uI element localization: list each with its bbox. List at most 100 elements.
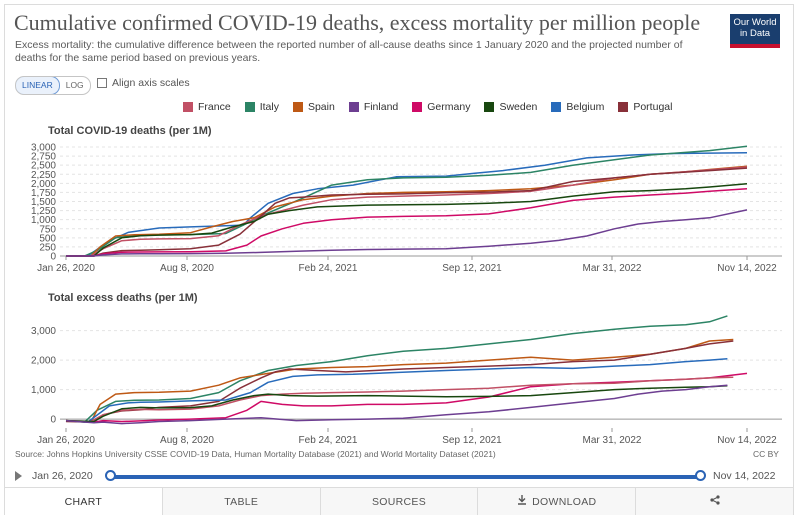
x-tick-label: Jan 26, 2020 [37,263,95,274]
timeline-end-handle[interactable] [695,470,706,481]
legend-swatch [412,102,423,112]
legend-item-italy[interactable]: Italy [244,101,279,113]
y-tick-label: 1,500 [31,197,56,208]
y-tick-label: 1,000 [31,215,56,226]
legend-swatch [183,102,193,112]
align-axis-scales[interactable]: Align axis scales [97,77,190,89]
owid-logo[interactable]: Our World in Data [730,14,780,44]
x-tick-label: Mar 31, 2022 [583,435,642,446]
y-tick-label: 2,500 [31,161,56,172]
source-note: Source: Johns Hopkins University CSSE CO… [15,449,496,459]
x-tick-label: Nov 14, 2022 [717,435,777,446]
panel-title-excess-deaths: Total excess deaths (per 1M) [48,292,198,304]
y-tick-label: 2,750 [31,152,56,163]
legend-label: France [198,101,231,113]
y-tick-label: 750 [39,224,56,235]
chart-title: Cumulative confirmed COVID-19 deaths, ex… [14,10,701,35]
legend-item-finland[interactable]: Finland [348,101,399,113]
legend-swatch [348,102,359,112]
y-tick-label: 2,250 [31,170,56,181]
y-tick-label: 250 [39,242,56,253]
series-line-germany [66,188,748,257]
x-tick-label: Feb 24, 2021 [299,263,358,274]
timeline: Jan 26, 2020 Nov 14, 2022 [15,469,785,485]
series-line-spain [66,165,748,257]
series-line-finland [65,384,728,425]
series-line-belgium [66,152,748,257]
y-tick-label: 500 [39,233,56,244]
y-tick-label: 2,000 [31,356,56,367]
series-line-sweden [65,385,728,423]
legend-item-spain[interactable]: Spain [292,101,335,113]
legend-item-germany[interactable]: Germany [412,101,470,113]
tab-share[interactable] [635,488,793,515]
x-tick-label: Jan 26, 2020 [37,435,95,446]
timeline-track[interactable] [110,475,700,479]
log-scale-button[interactable]: LOG [65,80,84,90]
x-tick-label: Aug 8, 2020 [160,435,214,446]
legend-swatch [484,102,495,112]
logo-line-1: Our World [733,17,777,28]
legend-label: Finland [363,101,399,113]
series-line-belgium [65,357,728,423]
legend-item-portugal[interactable]: Portugal [618,101,672,113]
tab-download[interactable]: DOWNLOAD [477,488,636,515]
panel-title-covid-deaths: Total COVID-19 deaths (per 1M) [48,125,212,137]
series-line-sweden [66,182,748,257]
legend-swatch [551,102,562,112]
x-tick-label: Feb 24, 2021 [299,435,358,446]
x-tick-label: Sep 12, 2021 [442,435,502,446]
tab-label: DOWNLOAD [532,495,597,508]
play-icon[interactable] [15,471,22,481]
y-tick-label: 0 [50,415,56,426]
legend-label: Spain [307,101,335,113]
timeline-start-label: Jan 26, 2020 [32,470,93,482]
legend-label: Italy [259,101,279,113]
y-tick-label: 0 [50,252,56,263]
legend-swatch [618,102,629,112]
series-line-france [66,166,748,257]
series-line-spain [65,338,734,423]
linear-scale-button[interactable]: LINEAR [15,77,60,94]
x-tick-label: Nov 14, 2022 [717,263,777,274]
chart-subtitle: Excess mortality: the cumulative differe… [15,39,683,64]
x-tick-label: Mar 31, 2022 [583,263,642,274]
y-tick-label: 1,000 [31,385,56,396]
download-icon [517,495,527,508]
align-label: Align axis scales [112,77,190,89]
tab-table[interactable]: TABLE [161,488,320,515]
license[interactable]: CC BY [753,449,779,459]
x-tick-label: Sep 12, 2021 [442,263,502,274]
tab-label: TABLE [224,495,259,508]
y-tick-label: 3,000 [31,143,56,154]
timeline-end-label: Nov 14, 2022 [713,470,776,482]
align-checkbox[interactable] [97,78,107,88]
tab-bar: CHART TABLE SOURCES DOWNLOAD [5,487,793,515]
legend-item-france[interactable]: France [183,101,231,113]
legend-label: Portugal [633,101,673,113]
x-tick-label: Aug 8, 2020 [160,263,214,274]
legend: France Italy Spain Finland Germany Swede… [183,101,686,113]
series-line-france [65,376,734,423]
tab-sources[interactable]: SOURCES [319,488,478,515]
legend-label: Sweden [499,101,538,113]
logo-accent-bar [730,44,780,48]
charts-svg: 02505007501,0001,2501,5001,7502,0002,250… [31,143,782,446]
legend-item-sweden[interactable]: Sweden [484,101,537,113]
tab-label: CHART [64,495,103,508]
legend-label: Belgium [566,101,605,113]
scale-toggle[interactable]: LINEAR LOG [15,76,91,95]
logo-line-2: in Data [739,28,771,39]
share-icon [709,495,720,508]
y-tick-label: 3,000 [31,326,56,337]
legend-label: Germany [427,101,471,113]
series-line-finland [66,209,748,257]
legend-swatch [244,102,255,112]
legend-swatch [292,102,303,112]
tab-label: SOURCES [371,495,426,508]
timeline-start-handle[interactable] [105,470,116,481]
tab-chart[interactable]: CHART [5,488,162,515]
legend-item-belgium[interactable]: Belgium [551,101,604,113]
series-line-portugal [66,167,748,257]
y-tick-label: 1,250 [31,206,56,217]
